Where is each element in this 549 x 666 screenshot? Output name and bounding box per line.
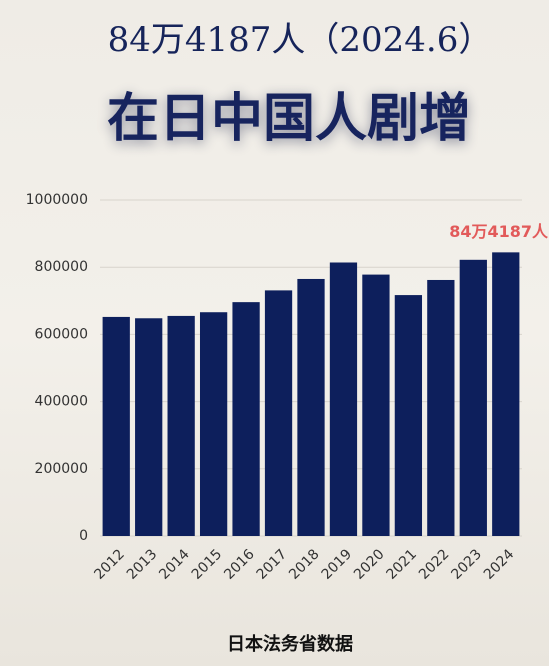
bar <box>459 259 487 536</box>
x-tick-label: 2021 <box>384 546 421 583</box>
bar <box>492 252 520 537</box>
y-tick-label: 800000 <box>35 259 88 275</box>
x-tick-label: 2012 <box>91 546 128 583</box>
x-tick-label: 2022 <box>416 546 453 583</box>
bar <box>329 262 358 536</box>
x-tick-label: 2019 <box>319 546 356 583</box>
data-label: 84万4187人 <box>449 222 549 241</box>
bar <box>362 274 390 536</box>
y-tick-label: 200000 <box>35 461 88 477</box>
bar <box>232 302 260 536</box>
x-tick-label: 2018 <box>286 546 323 583</box>
bar <box>427 279 455 536</box>
bar <box>167 315 195 536</box>
y-tick-label: 400000 <box>35 394 88 410</box>
x-tick-label: 2017 <box>254 546 291 583</box>
source-note: 日本法务省数据 <box>227 633 353 655</box>
y-tick-label: 1000000 <box>26 192 88 208</box>
x-tick-label: 2023 <box>448 546 485 583</box>
x-tick-label: 2016 <box>221 546 258 583</box>
bar <box>102 316 130 536</box>
bar <box>199 312 228 536</box>
chart-subtitle: 84万4187人（2024.6） <box>108 20 493 60</box>
x-tick-label: 2015 <box>189 546 226 583</box>
x-tick-label: 2014 <box>156 546 193 583</box>
x-tick-label: 2024 <box>481 546 518 583</box>
x-tick-label: 2020 <box>351 546 388 583</box>
y-tick-label: 0 <box>79 528 88 544</box>
chart-title: 在日中国人剧增 <box>107 89 471 149</box>
bar <box>135 318 163 536</box>
y-tick-label: 600000 <box>35 326 88 342</box>
bar <box>264 290 293 536</box>
bar <box>394 295 423 536</box>
x-tick-label: 2013 <box>124 546 161 583</box>
bar <box>297 278 325 536</box>
